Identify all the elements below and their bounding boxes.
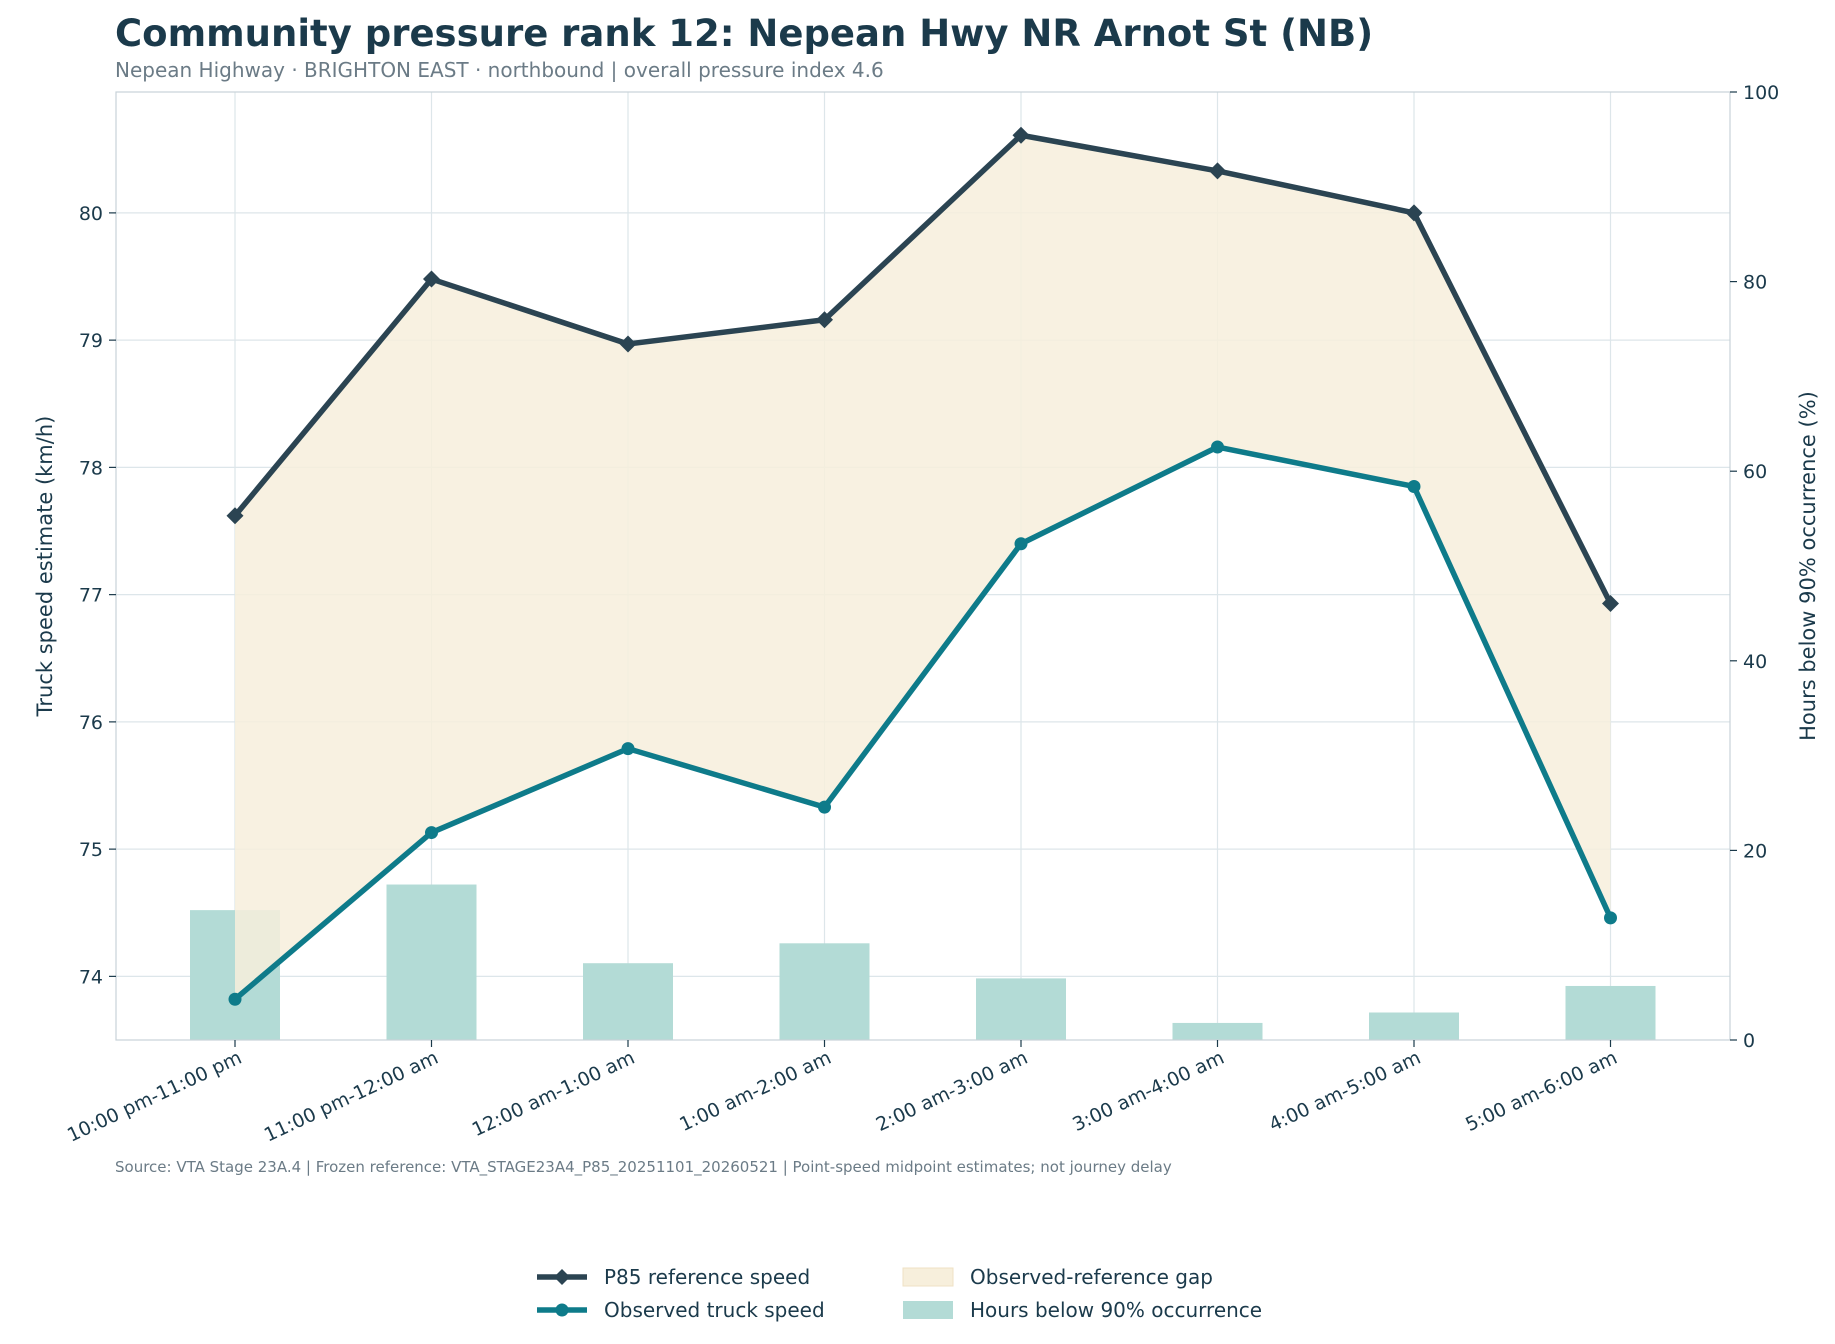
y2-tick-label-20: 20 [1743,840,1767,862]
x-tick-label-5-00-am-6-00-am: 5:00 am-6:00 am [1462,1047,1620,1136]
gap-area [235,135,1611,1000]
x-tick-label-10-00-pm-11-00-pm: 10:00 pm-11:00 pm [64,1047,245,1147]
x-tick-label-12-00-am-1-00-am: 12:00 am-1:00 am [469,1047,638,1142]
plot-border [115,91,1731,1041]
marker-p85-11-00-pm-12-00-am [423,270,440,288]
legend: P85 reference speed Observed truck speed O… [537,1265,1262,1322]
y2-tick-label-100: 100 [1743,82,1779,104]
legend-label-p85: P85 reference speed [604,1265,810,1289]
line-p85-reference-speed [232,132,1613,605]
marker-observed-5-00-am-6-00-am [1604,911,1617,925]
y2-tick-label-60: 60 [1743,461,1767,483]
legend-swatch-gap [902,1267,954,1287]
legend-label-bars: Hours below 90% occurrence [970,1298,1262,1322]
marker-observed-12-00-am-1-00-am [621,742,635,756]
marker-p85-3-00-am-4-00-am [1209,162,1226,180]
bar-hours-below-12-00-am-1-00-am [583,963,673,1040]
bar-hours-below-11-00-pm-12-00-am [386,884,477,1040]
y-tick-label-77: 77 [79,585,103,607]
legend-swatch-p85-marker [554,1269,570,1285]
legend-label-observed: Observed truck speed [604,1298,825,1322]
line-observed-truck-speed [233,444,1614,1002]
x-tick-label-1-00-am-2-00-am: 1:00 am-2:00 am [676,1047,834,1136]
source-note: Source: VTA Stage 23A.4 | Frozen referen… [115,1158,1172,1177]
y2-tick-label-0: 0 [1743,1030,1755,1052]
bar-hours-below-1-00-am-2-00-am [779,943,870,1040]
marker-p85-1-00-am-2-00-am [816,311,833,329]
marker-p85-12-00-am-1-00-am [619,335,637,353]
y2-tick-label-40: 40 [1743,651,1767,673]
bar-series-hours-below [190,884,1656,1040]
plot-frame [115,91,1731,1041]
x-tick-label-11-00-pm-12-00-am: 11:00 pm-12:00 am [261,1047,442,1147]
y-axis-label: Truck speed estimate (km/h) [33,416,57,718]
legend-label-gap: Observed-reference gap [970,1265,1213,1289]
marker-observed-4-00-am-5-00-am [1407,479,1421,493]
marker-observed-3-00-am-4-00-am [1211,440,1224,454]
line-series [232,132,1614,1002]
y-tick-label-80: 80 [79,203,103,225]
line-markers [226,126,1619,1006]
chart-title: Community pressure rank 12: Nepean Hwy N… [115,12,1373,55]
y-tick-label-74: 74 [79,966,103,988]
gap-area-series [235,135,1611,1000]
chart-subtitle: Nepean Highway · BRIGHTON EAST · northbo… [115,58,884,82]
marker-observed-1-00-am-2-00-am [818,800,831,814]
x-tick-label-2-00-am-3-00-am: 2:00 am-3:00 am [873,1047,1031,1136]
marker-observed-11-00-pm-12-00-am [425,826,438,840]
y-tick-label-79: 79 [79,330,103,352]
y2-tick-label-80: 80 [1743,272,1767,294]
marker-p85-10-00-pm-11-00-pm [226,507,244,525]
x-tick-label-3-00-am-4-00-am: 3:00 am-4:00 am [1069,1047,1227,1136]
x-tick-label-4-00-am-5-00-am: 4:00 am-5:00 am [1266,1047,1424,1136]
y2-axis-label: Hours below 90% occurrence (%) [1796,391,1820,741]
bar-hours-below-2-00-am-3-00-am [976,978,1066,1040]
bar-hours-below-3-00-am-4-00-am [1172,1022,1263,1040]
marker-p85-5-00-am-6-00-am [1602,595,1619,613]
bar-hours-below-4-00-am-5-00-am [1369,1012,1459,1040]
marker-p85-4-00-am-5-00-am [1405,204,1423,222]
y-tick-label-76: 76 [79,712,103,734]
legend-swatch-observed-marker [555,1303,569,1317]
y-tick-label-78: 78 [79,457,103,479]
legend-swatch-bars [903,1301,953,1319]
marker-p85-2-00-am-3-00-am [1012,126,1030,144]
marker-observed-2-00-am-3-00-am [1014,537,1028,551]
marker-observed-10-00-pm-11-00-pm [228,992,242,1006]
y-tick-label-75: 75 [79,839,103,861]
bar-hours-below-5-00-am-6-00-am [1565,985,1656,1040]
